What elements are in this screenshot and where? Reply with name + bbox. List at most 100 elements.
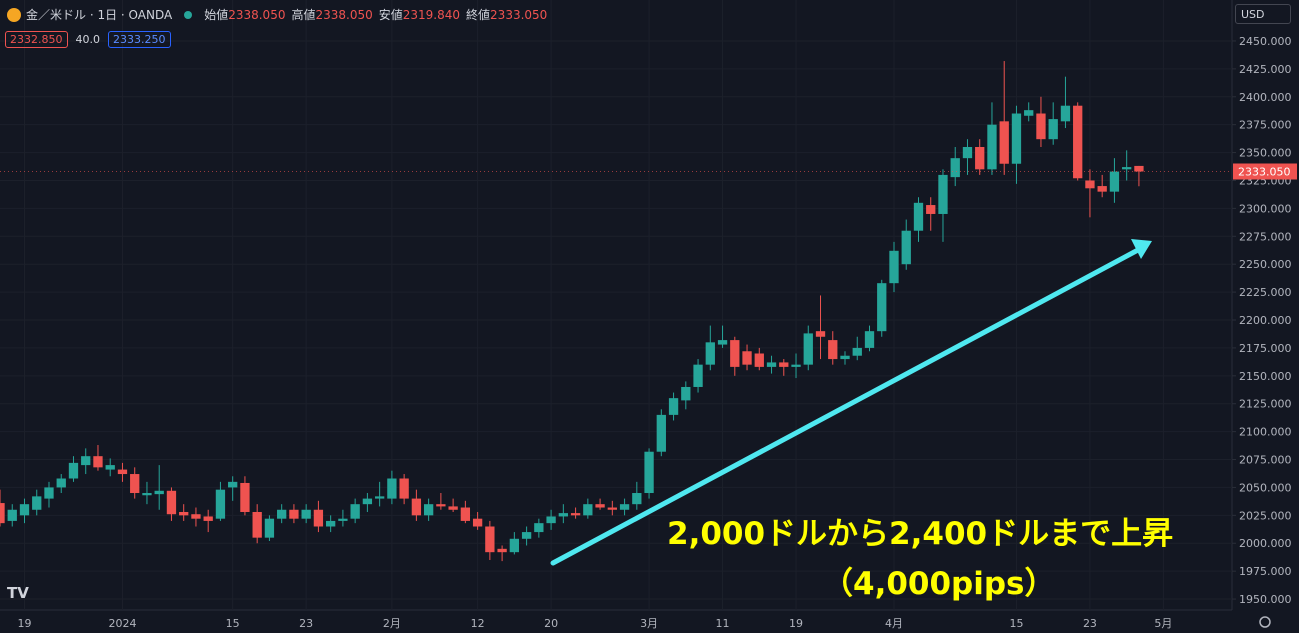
candle-body [852, 347, 862, 356]
x-tick-label: 23 [1083, 617, 1097, 630]
candle-body [840, 355, 850, 360]
legend-header: 金／米ドル · 1日 · OANDA 始値 2338.050 高値 2338.050… [6, 6, 553, 23]
candle-body [19, 504, 30, 516]
candle-body [105, 465, 115, 470]
symbol: 金／米ドル · 1日 · OANDA [26, 8, 173, 22]
y-tick-label: 2375.000 [1239, 119, 1292, 132]
candle-body [448, 506, 458, 510]
candle-body [387, 478, 397, 499]
x-tick-label: 19 [789, 617, 803, 630]
candle-body [619, 504, 630, 510]
tv-logo: TV [7, 584, 29, 602]
candle-body [779, 362, 789, 367]
candle-body [913, 202, 924, 231]
x-tick-label: 15 [226, 617, 240, 630]
candle-body [130, 474, 140, 494]
candle-body [203, 516, 213, 521]
candle-body [191, 514, 201, 519]
candle-body [730, 340, 740, 367]
candle-body [277, 509, 287, 519]
y-tick-label: 2050.000 [1239, 481, 1292, 494]
last-price-label: 2333.050 [1238, 166, 1291, 179]
candle-body [570, 513, 581, 516]
candle-body [93, 456, 103, 468]
candle-body [595, 504, 605, 508]
y-tick-label: 2275.000 [1239, 230, 1292, 243]
candle-body [1024, 110, 1034, 116]
open-value: 2338.050 [228, 7, 286, 22]
candle-body [791, 364, 801, 367]
candle-body [705, 342, 715, 365]
y-tick-label: 2150.000 [1239, 370, 1292, 383]
candle-body [1048, 119, 1058, 140]
y-tick-label: 2400.000 [1239, 91, 1292, 104]
spread: 40.0 [75, 33, 101, 46]
candle-body [632, 493, 642, 505]
buy-price[interactable]: 2333.250 [108, 31, 171, 48]
candle-body [215, 489, 226, 519]
candle-body [313, 509, 324, 527]
x-tick-label: 2月 [383, 617, 401, 630]
x-tick-label: 23 [299, 617, 313, 630]
y-tick-label: 2425.000 [1239, 63, 1292, 76]
candle-body [142, 493, 152, 496]
y-tick-label: 2000.000 [1239, 537, 1292, 550]
bid-ask: 2332.850 40.0 2333.250 [5, 31, 171, 48]
candle-body [166, 490, 177, 515]
candle-body [56, 478, 66, 488]
high-value: 2338.050 [315, 7, 373, 22]
settings-icon[interactable] [1259, 616, 1271, 628]
candle-body [1011, 113, 1022, 164]
candle-body [423, 504, 434, 516]
candle-body [362, 498, 373, 505]
candle-body [68, 462, 79, 479]
candle-body [1097, 186, 1107, 192]
candle-body [938, 174, 948, 214]
candle-body [1060, 105, 1071, 122]
candle-body [1134, 165, 1144, 172]
candle-body [1085, 180, 1095, 189]
candle-body [693, 364, 703, 387]
candle-body [656, 414, 666, 452]
market-status [184, 10, 193, 19]
candle-body [803, 333, 813, 365]
x-tick-label: 19 [17, 617, 31, 630]
candle-body [1109, 171, 1120, 192]
y-tick-label: 2175.000 [1239, 342, 1292, 355]
y-tick-label: 2225.000 [1239, 286, 1292, 299]
y-tick-label: 2250.000 [1239, 258, 1292, 271]
candle-body [1036, 113, 1046, 140]
candle-body [472, 518, 483, 527]
candle-body [877, 283, 887, 332]
candle-body [497, 548, 507, 553]
candle-body [901, 230, 911, 265]
candle-body [32, 496, 42, 510]
x-tick-label: 11 [716, 617, 730, 630]
candle-body [44, 487, 54, 499]
annotation: 2,000ドルから2,400ドルまで上昇 [667, 516, 1174, 552]
candle-body [338, 518, 348, 521]
candle-body [815, 331, 826, 337]
y-tick-label: 2450.000 [1239, 35, 1292, 48]
arrow-head [1131, 239, 1152, 259]
high-label: 高値 [291, 8, 316, 22]
trend-arrow [550, 247, 1141, 566]
candle-body [742, 351, 752, 365]
candle-body [962, 147, 973, 159]
sell-price[interactable]: 2332.850 [5, 31, 68, 48]
x-tick-label: 15 [1009, 617, 1023, 630]
candle-body [485, 526, 495, 553]
candle-body [1122, 167, 1132, 170]
currency-select[interactable]: USD [1235, 4, 1291, 24]
candle-body [252, 511, 262, 538]
candle-body [179, 511, 189, 516]
y-tick-label: 2125.000 [1239, 398, 1292, 411]
low-label: 安値 [378, 8, 403, 22]
close-label: 終値 [466, 8, 491, 22]
candle-body [668, 398, 679, 415]
candle-body [509, 538, 520, 553]
candle-body [828, 340, 838, 360]
candle-body [374, 496, 385, 499]
